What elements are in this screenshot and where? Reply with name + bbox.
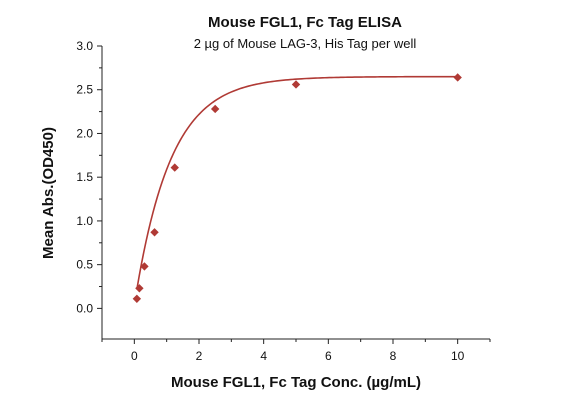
y-tick-label: 1.5 — [76, 170, 93, 184]
y-tick-label: 2.0 — [76, 126, 93, 140]
x-tick-label: 6 — [325, 349, 332, 363]
y-tick-label: 0.5 — [76, 258, 93, 272]
fit-curve — [136, 75, 458, 290]
data-points — [132, 73, 462, 303]
x-axis-ticks: 0 2 4 6 8 10 — [101, 339, 491, 363]
x-axis-label: Mouse FGL1, Fc Tag Conc. (µg/mL) — [171, 374, 421, 391]
x-tick-label: 4 — [260, 349, 267, 363]
x-tick-label: 0 — [131, 349, 138, 363]
data-point — [291, 80, 301, 89]
chart-title: Mouse FGL1, Fc Tag ELISA — [208, 14, 402, 31]
data-point — [135, 284, 144, 293]
data-point — [453, 73, 462, 82]
x-tick-label: 10 — [451, 349, 465, 363]
y-tick-label: 2.5 — [76, 83, 93, 97]
data-point — [210, 104, 220, 114]
y-tick-label: 1.0 — [76, 214, 93, 228]
y-tick-label: 0.0 — [76, 301, 93, 315]
y-tick-label: 3.0 — [76, 39, 93, 53]
chart-subtitle: 2 µg of Mouse LAG-3, His Tag per well — [194, 36, 417, 51]
x-tick-label: 8 — [390, 349, 397, 363]
y-axis-ticks: 0.0 0.5 1.0 1.5 2.0 2.5 3.0 — [76, 39, 102, 315]
data-point — [150, 228, 159, 237]
data-point — [140, 262, 149, 271]
y-axis-label: Mean Abs.(OD450) — [40, 127, 57, 259]
x-tick-label: 2 — [196, 349, 203, 363]
data-point — [170, 163, 179, 172]
data-point — [132, 294, 142, 303]
